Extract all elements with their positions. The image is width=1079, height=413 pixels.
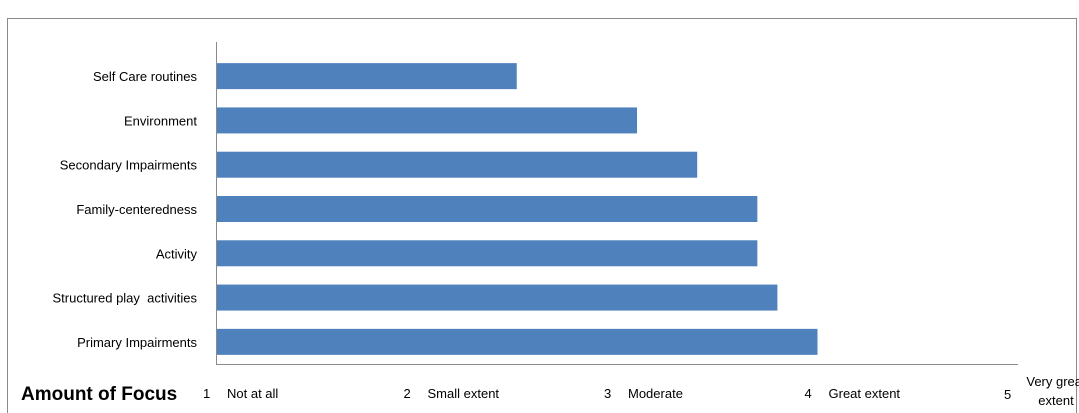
bar-family-centeredness xyxy=(217,196,758,222)
bar-environment xyxy=(217,107,638,134)
bar-self-care-routines xyxy=(217,63,517,90)
chart-frame xyxy=(7,18,1077,413)
bars-group xyxy=(217,63,818,355)
category-label: Self Care routines xyxy=(93,69,198,84)
category-label: Family-centeredness xyxy=(76,202,197,217)
bar-structured-play-activities xyxy=(217,284,778,311)
x-tick-label: Small extent xyxy=(428,386,500,401)
category-label: Secondary Impairments xyxy=(60,158,198,173)
x-tick-number: 1 xyxy=(203,386,210,401)
x-tick-number: 2 xyxy=(404,386,411,401)
x-tick-label: Not at all xyxy=(227,386,278,401)
bar-primary-impairments xyxy=(217,328,818,355)
x-axis-title: Amount of Focus xyxy=(21,384,177,405)
category-labels: Self Care routines Environment Secondary I… xyxy=(52,69,197,350)
category-label: Structured play activities xyxy=(52,291,197,306)
x-tick-label: Very greatextent xyxy=(1026,374,1079,408)
category-label: Activity xyxy=(156,246,198,261)
x-tick-label: Great extent xyxy=(829,386,901,401)
category-label: Environment xyxy=(124,113,197,128)
x-tick-number: 3 xyxy=(604,386,611,401)
x-tick-number: 5 xyxy=(1004,387,1011,402)
bar-activity xyxy=(217,240,758,267)
category-label: Primary Impairments xyxy=(77,335,197,350)
x-tick-label: Moderate xyxy=(628,386,683,401)
bar-secondary-impairments xyxy=(217,151,698,178)
x-tick-number: 4 xyxy=(805,386,812,401)
x-tick-labels: 1 Not at all 2 Small extent 3 Moderate 4 Great … xyxy=(203,374,1079,408)
